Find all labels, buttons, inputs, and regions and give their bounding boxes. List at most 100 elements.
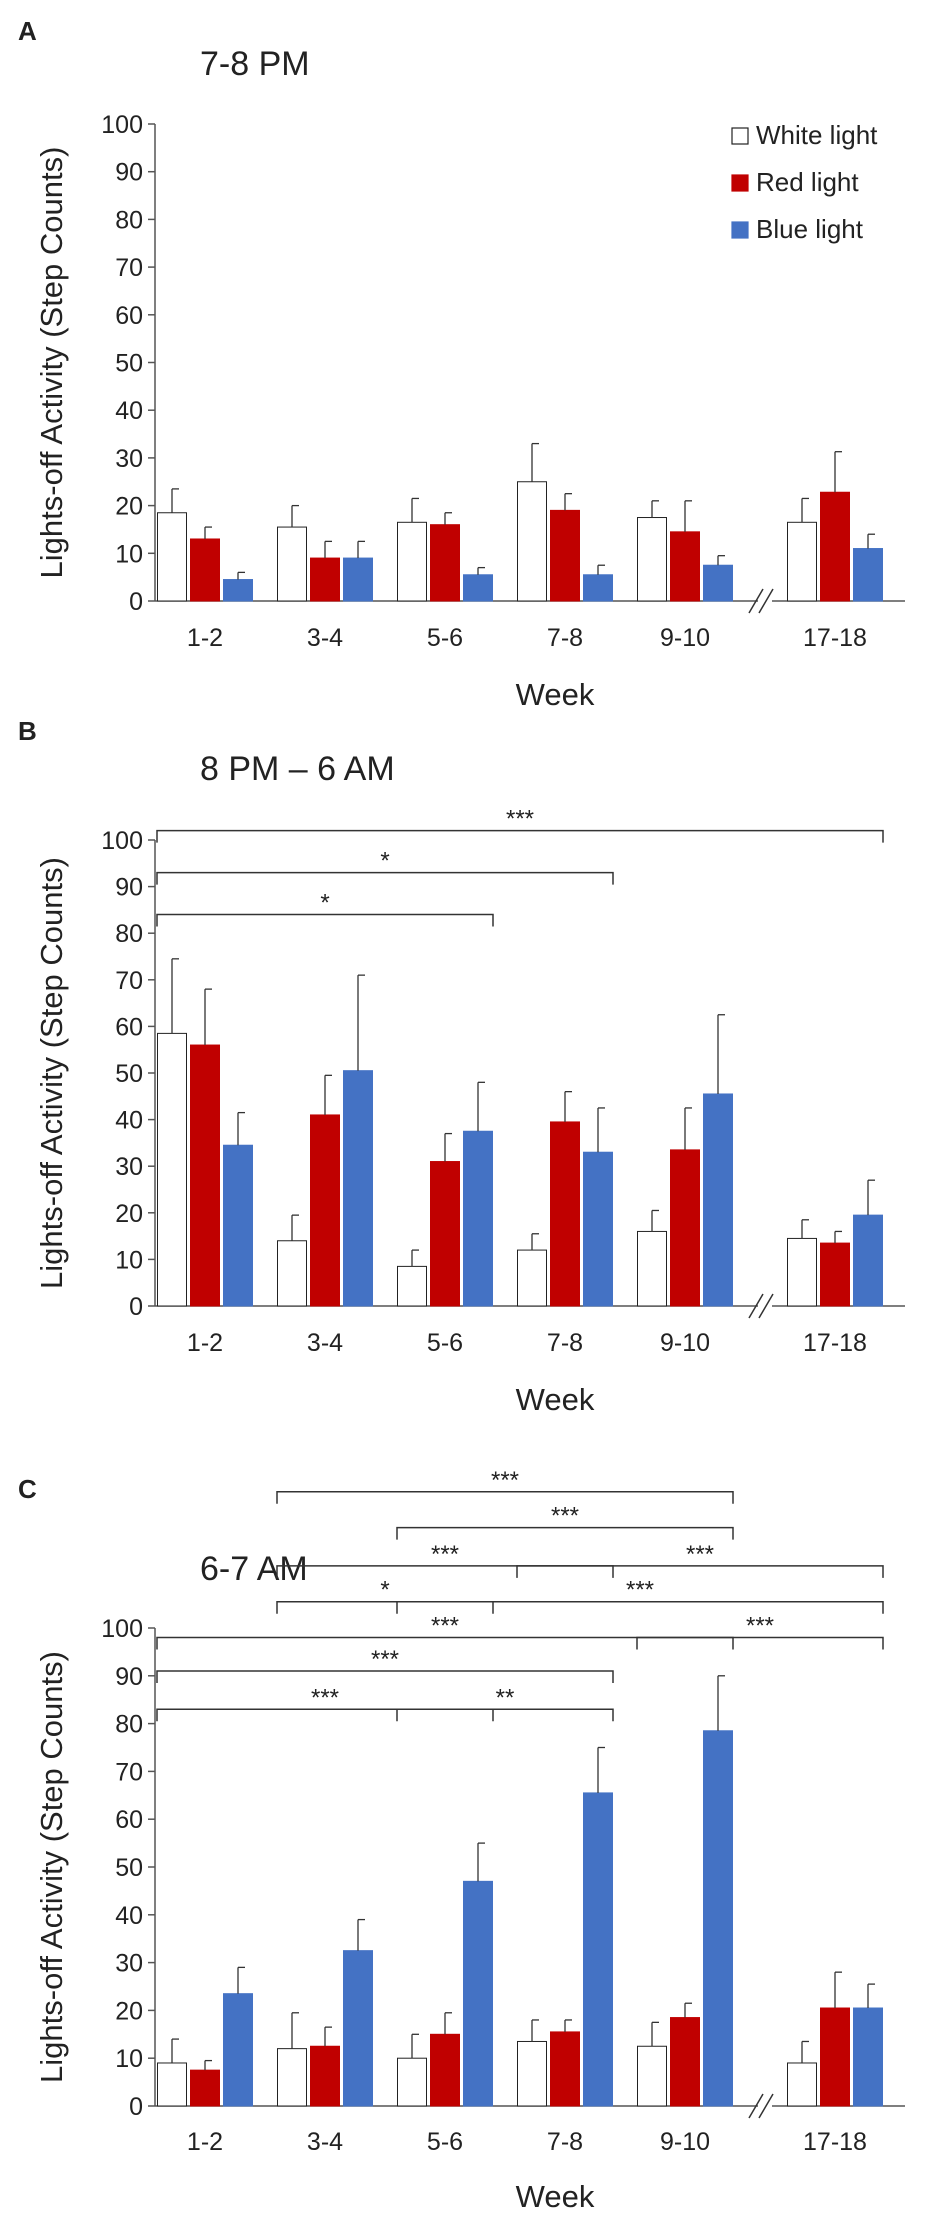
x-tick-label: 9-10 — [660, 2128, 710, 2156]
significance-bracket — [276, 1600, 494, 1614]
x-tick-label: 5-6 — [427, 2128, 463, 2156]
significance-label: *** — [506, 806, 534, 833]
panel-c: C 6-7 AM 0 10 20 30 40 50 60 70 80 90 100 1-2 3-4 5-6 7-… — [18, 1467, 905, 2214]
significance-bracket — [396, 1526, 734, 1540]
bar-red-light — [670, 2017, 700, 2107]
significance-label: *** — [311, 1684, 339, 1711]
bar-red-light — [190, 2069, 220, 2107]
y-axis-label: Lights-off Activity (Step Counts) — [34, 1651, 69, 2083]
y-tick-label: 100 — [101, 827, 143, 855]
y-tick-label: 30 — [115, 1950, 143, 1978]
y-tick-label: 60 — [115, 1013, 143, 1041]
significance-bracket — [156, 829, 884, 843]
y-tick-label: 10 — [115, 2045, 143, 2073]
legend-swatch — [731, 221, 749, 239]
x-tick-label: 3-4 — [307, 624, 343, 652]
bar-white-light — [637, 1230, 667, 1307]
bar-blue-light — [463, 1130, 493, 1307]
x-tick-label: 17-18 — [803, 1329, 867, 1357]
y-tick-label: 60 — [115, 302, 143, 330]
y-tick-label: 70 — [115, 1758, 143, 1786]
significance-label: ** — [496, 1684, 515, 1711]
significance-label: *** — [491, 1467, 519, 1494]
bar-blue-light — [343, 557, 373, 602]
y-axis-label: Lights-off Activity (Step Counts) — [34, 857, 69, 1289]
y-tick-label: 20 — [115, 1997, 143, 2025]
panel-title: 6-7 AM — [200, 1550, 308, 1588]
significance-bracket — [516, 1565, 884, 1578]
y-tick-label: 10 — [115, 1246, 143, 1274]
y-tick-label: 100 — [101, 111, 143, 139]
bar-blue-light — [583, 1792, 613, 2107]
bar-red-light — [670, 531, 700, 602]
bar-white-light — [397, 2057, 427, 2107]
y-tick-label: 60 — [115, 1806, 143, 1834]
x-tick-label: 1-2 — [187, 624, 223, 652]
panel-letter: C — [18, 1474, 37, 1504]
significance-label: * — [380, 1577, 389, 1604]
y-tick-label: 30 — [115, 445, 143, 473]
bar-red-light — [670, 1149, 700, 1307]
y-tick-label: 40 — [115, 397, 143, 425]
bar-blue-light — [703, 564, 733, 602]
y-tick-label: 40 — [115, 1902, 143, 1930]
significance-bracket — [276, 1491, 734, 1504]
bar-blue-light — [223, 1144, 253, 1307]
legend: White light Red light Blue light — [731, 120, 878, 244]
bar-red-light — [430, 1161, 460, 1307]
y-tick-label: 90 — [115, 159, 143, 187]
bar-white-light — [517, 481, 547, 602]
bar-red-light — [430, 2033, 460, 2107]
bar-blue-light — [583, 1151, 613, 1307]
significance-label: * — [320, 890, 329, 917]
bar-red-light — [310, 557, 340, 602]
bar-red-light — [310, 2045, 340, 2107]
bar-white-light — [277, 2048, 307, 2107]
bar-white-light — [517, 2040, 547, 2107]
x-tick-label: 7-8 — [547, 2128, 583, 2156]
y-tick-label: 10 — [115, 540, 143, 568]
panel-b: B 8 PM – 6 AM 0 10 20 30 40 50 60 70 80 90 100 1-2 3-4… — [18, 716, 905, 1417]
y-tick-label: 50 — [115, 1854, 143, 1882]
x-tick-label: 5-6 — [427, 1329, 463, 1357]
significance-label: *** — [371, 1646, 399, 1673]
x-tick-label: 1-2 — [187, 2128, 223, 2156]
bar-white-light — [277, 1240, 307, 1307]
x-tick-label: 7-8 — [547, 624, 583, 652]
bar-red-light — [190, 538, 220, 602]
axis-break-mark — [748, 588, 764, 614]
bar-red-light — [820, 1242, 850, 1307]
panel-title: 8 PM – 6 AM — [200, 750, 395, 788]
bar-blue-light — [853, 1214, 883, 1307]
legend-label: Red light — [756, 167, 859, 197]
bar-white-light — [787, 2062, 817, 2107]
x-tick-label: 9-10 — [660, 624, 710, 652]
y-tick-label: 30 — [115, 1153, 143, 1181]
bar-blue-light — [703, 1730, 733, 2107]
panel-letter: B — [18, 716, 37, 746]
bar-white-light — [637, 517, 667, 602]
y-tick-label: 0 — [129, 588, 143, 616]
y-tick-label: 70 — [115, 254, 143, 282]
bar-red-light — [820, 491, 850, 602]
significance-bracket — [156, 871, 614, 885]
axis-break-mark — [758, 588, 774, 614]
significance-bracket — [396, 1708, 614, 1722]
x-axis-label: Week — [516, 1382, 595, 1417]
significance-bracket — [156, 1708, 494, 1722]
x-axis-label: Week — [516, 2179, 595, 2214]
significance-label: *** — [551, 1503, 579, 1530]
y-tick-label: 90 — [115, 1663, 143, 1691]
legend-label: White light — [756, 120, 878, 150]
y-tick-label: 20 — [115, 1200, 143, 1228]
significance-bracket — [156, 1670, 614, 1684]
bar-blue-light — [463, 1880, 493, 2107]
x-tick-label: 1-2 — [187, 1329, 223, 1357]
panel-a: A 7-8 PM 0 10 20 30 40 50 60 70 80 90 100 1-2 3-4 5-6 7-… — [18, 16, 905, 712]
bar-white-light — [787, 1237, 817, 1307]
bar-blue-light — [343, 1950, 373, 2107]
y-tick-label: 40 — [115, 1107, 143, 1135]
axis-break-mark — [748, 1293, 764, 1319]
y-tick-label: 80 — [115, 206, 143, 234]
bar-red-light — [550, 2031, 580, 2107]
